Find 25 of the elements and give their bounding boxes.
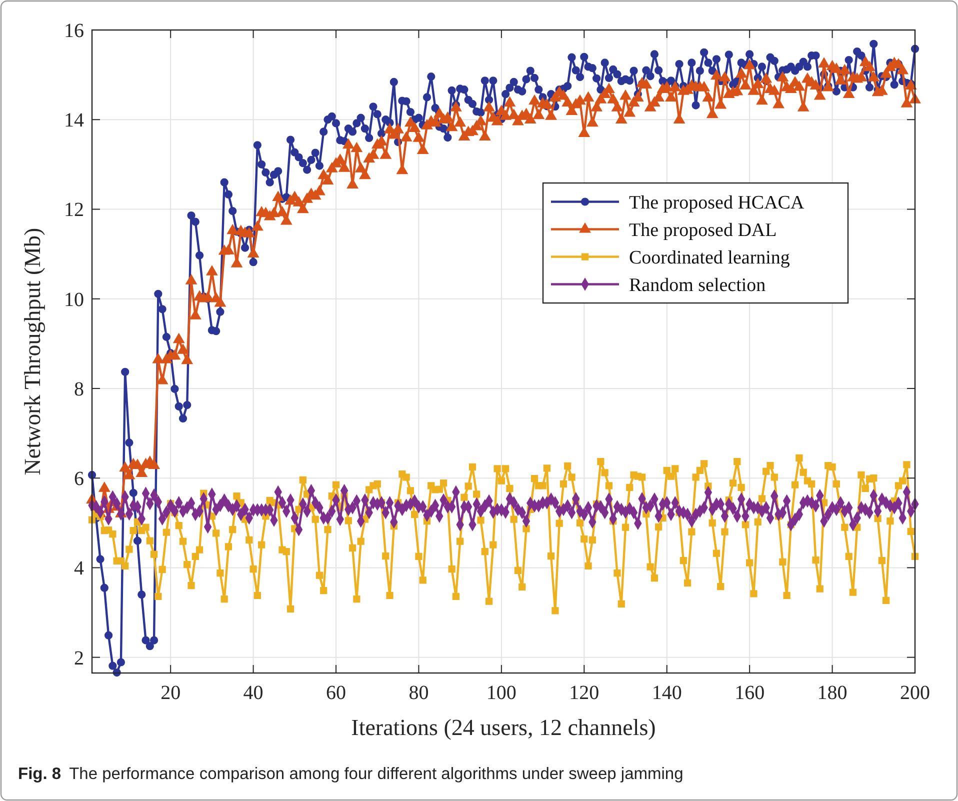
legend-label: Random selection [629, 274, 766, 296]
x-tick-label: 200 [900, 682, 930, 704]
x-tick-label: 100 [486, 682, 516, 704]
x-tick-label: 80 [408, 682, 429, 704]
y-tick-label: 6 [74, 468, 84, 490]
legend-label: Coordinated learning [629, 247, 790, 268]
y-tick-label: 14 [64, 110, 84, 132]
legend-label: The proposed HCACA [629, 192, 804, 214]
y-axis-title: Network Throughput (Mb) [20, 228, 45, 476]
y-tick-label: 2 [74, 647, 84, 670]
x-axis-title: Iterations (24 users, 12 channels) [351, 715, 656, 740]
x-tick-label: 60 [326, 682, 346, 704]
x-tick-label: 160 [734, 682, 765, 704]
y-tick-label: 8 [74, 378, 84, 400]
x-tick-label: 40 [243, 682, 264, 704]
x-tick-label: 140 [652, 682, 682, 704]
y-tick-label: 12 [64, 199, 84, 222]
y-tick-label: 4 [74, 558, 84, 580]
x-tick-label: 120 [569, 682, 600, 704]
x-tick-label: 20 [160, 682, 181, 704]
caption: Fig. 8 The performance comparison among four different algorithms under sweep jamming [18, 765, 684, 783]
legend-label: The proposed DAL [629, 220, 777, 241]
y-tick-label: 16 [64, 20, 84, 42]
x-tick-label: 180 [817, 682, 848, 704]
y-tick-label: 10 [64, 288, 84, 311]
